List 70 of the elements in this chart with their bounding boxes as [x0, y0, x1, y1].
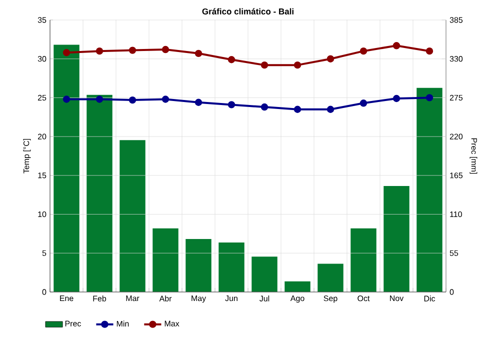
y-tick-label: 15	[38, 172, 46, 178]
y2-tick-label: 330	[450, 56, 463, 62]
y-tick-label: 0	[42, 289, 46, 295]
x-tick-label: Ago	[290, 296, 304, 303]
point	[360, 47, 368, 55]
y2-tick-label: 385	[450, 17, 463, 23]
legend-label: Max	[164, 320, 180, 326]
bar	[350, 228, 376, 292]
y2-tick-label: 110	[450, 211, 462, 218]
point	[128, 96, 136, 104]
point	[162, 96, 170, 103]
y2-tick-label: 0	[450, 289, 454, 295]
point	[294, 106, 302, 113]
x-tick-label: Abr	[159, 296, 172, 302]
y2-tick-label: 165	[450, 172, 463, 178]
x-tick-label: Nov	[390, 296, 404, 302]
point	[228, 56, 236, 64]
point	[360, 100, 368, 107]
chart-title: Gráfico climático - Bali	[202, 8, 294, 14]
x-tick-label: Feb	[93, 296, 106, 302]
bar	[384, 186, 410, 292]
bar	[186, 239, 212, 292]
x-tick-label: May	[192, 296, 206, 303]
bar	[54, 44, 80, 292]
point	[228, 101, 236, 108]
legend-label: Prec	[65, 320, 81, 326]
point	[162, 46, 170, 54]
y-tick-label: 20	[38, 134, 46, 140]
x-tick-label: Sep	[324, 296, 338, 303]
bar	[86, 94, 112, 292]
point	[326, 55, 334, 62]
x-tick-label: Ene	[60, 296, 74, 302]
point	[426, 94, 434, 102]
x-tick-label: Jul	[260, 296, 270, 302]
y-tick-label: 10	[38, 211, 46, 218]
point	[62, 96, 70, 103]
point	[326, 106, 334, 113]
legend-label: Min	[116, 320, 129, 326]
y-tick-label: 30	[38, 56, 46, 62]
bar	[318, 264, 344, 292]
point	[62, 49, 70, 56]
point	[392, 42, 400, 50]
point	[194, 98, 202, 106]
bar	[284, 281, 310, 292]
x-tick-label: Jun	[225, 296, 238, 302]
y-tick-label: 25	[38, 94, 46, 101]
bar	[416, 88, 442, 292]
point	[426, 47, 434, 55]
bar	[152, 228, 178, 292]
point	[294, 61, 302, 69]
point	[194, 50, 202, 58]
bar	[218, 242, 244, 292]
y2-tick-label: 275	[450, 94, 463, 101]
point	[96, 47, 104, 55]
point	[96, 96, 104, 103]
point	[128, 46, 136, 54]
x-tick-label: Oct	[358, 296, 370, 302]
y-axis-title: Temp [°C]	[23, 138, 31, 174]
point	[260, 61, 268, 69]
bar	[120, 140, 146, 292]
y-tick-label: 5	[42, 250, 46, 256]
point	[260, 103, 268, 111]
y2-tick-label: 55	[450, 250, 458, 256]
y2-tick-label: 220	[450, 134, 463, 140]
y2-axis-title: Prec [mm]	[470, 138, 478, 174]
bar	[252, 256, 278, 292]
x-tick-label: Mar	[126, 296, 140, 302]
y-tick-label: 35	[38, 17, 46, 23]
point	[392, 94, 400, 102]
x-tick-label: Dic	[424, 296, 436, 302]
